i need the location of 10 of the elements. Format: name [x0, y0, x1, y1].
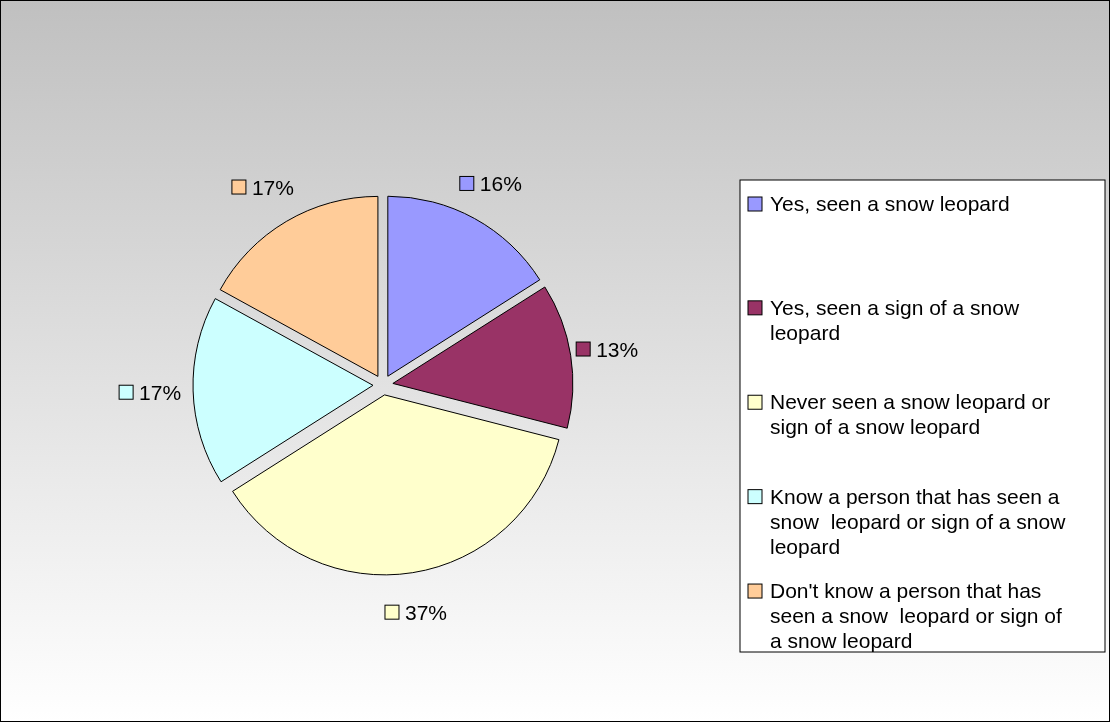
data-label: 17%	[139, 380, 182, 404]
data-label: 17%	[251, 175, 294, 199]
data-label: 37%	[404, 600, 448, 624]
legend-label: Yes, seen a sign of a snow leopard	[770, 295, 1020, 344]
data-label: 13%	[596, 337, 639, 361]
legend-label: Yes, seen a snow leopard	[770, 191, 1010, 215]
data-label: 16%	[479, 171, 522, 195]
legend-label: Know a person that has seen a snow leopard or sign of a snow leopard	[770, 484, 1067, 558]
legend-label: Never seen a snow leopard or sign of a snow leopard	[770, 390, 1051, 439]
legend-label: Don't know a person that has seen a snow leopard or sign of a snow leopard	[770, 578, 1063, 653]
